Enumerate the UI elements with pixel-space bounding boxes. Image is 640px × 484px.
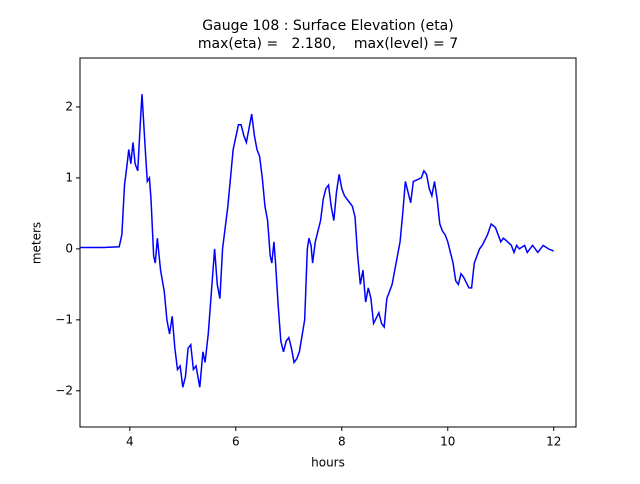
y-tick-label: 0 — [65, 241, 73, 255]
x-tick-label: 12 — [546, 435, 561, 449]
x-tick-label: 6 — [232, 435, 240, 449]
plot-frame — [79, 57, 577, 428]
chart-title: Gauge 108 : Surface Elevation (eta) — [202, 18, 453, 34]
x-tick-label: 10 — [440, 435, 455, 449]
chart-subtitle: max(eta) = 2.180, max(level) = 7 — [198, 36, 458, 52]
line-series — [80, 94, 555, 388]
y-tick-label: 1 — [65, 170, 73, 184]
x-tick-label: 8 — [338, 435, 346, 449]
x-axis-label: hours — [311, 456, 345, 470]
x-tick-label: 4 — [126, 435, 134, 449]
y-tick-label: −2 — [55, 383, 73, 397]
y-axis-label: meters — [30, 222, 44, 264]
y-tick-label: −1 — [55, 312, 73, 326]
y-tick-label: 2 — [65, 99, 73, 113]
